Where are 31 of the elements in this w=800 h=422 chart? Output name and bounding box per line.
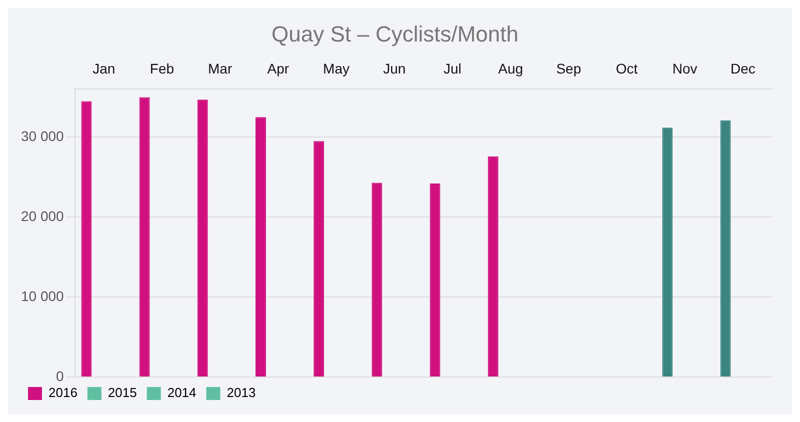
x-tick-label: Jan [92, 60, 116, 77]
x-tick-label: Oct [616, 60, 638, 77]
x-tick-label: Mar [208, 60, 232, 77]
y-tick-label: 0 [56, 368, 64, 384]
bar [81, 101, 92, 376]
bar [720, 120, 731, 376]
y-tick-label: 10 000 [20, 288, 64, 304]
y-tick-label: 30 000 [20, 128, 64, 144]
bar [256, 117, 266, 376]
x-tick-label: Feb [150, 60, 174, 77]
bar [197, 100, 208, 376]
x-tick-label: Nov [672, 60, 698, 77]
x-tick-label: Apr [267, 60, 290, 77]
x-tick-label: Jun [383, 60, 406, 77]
x-tick-label: May [323, 60, 350, 77]
legend-label: 2013 [226, 385, 256, 400]
legend-label: 2016 [48, 385, 78, 400]
x-tick-label: Jul [444, 60, 462, 77]
x-tick-label: Dec [730, 60, 756, 77]
bar [662, 128, 673, 376]
bar [139, 97, 150, 376]
bar [314, 141, 324, 376]
legend-label: 2014 [167, 385, 196, 400]
x-tick-label: Aug [498, 60, 524, 77]
bar [488, 156, 498, 376]
bar [372, 182, 382, 376]
chart-title: Quay St – Cyclists/Month [272, 21, 518, 46]
y-tick-label: 20 000 [20, 208, 64, 224]
x-tick-label: Sep [556, 60, 582, 77]
bar [430, 184, 440, 376]
legend-label: 2015 [108, 385, 137, 400]
